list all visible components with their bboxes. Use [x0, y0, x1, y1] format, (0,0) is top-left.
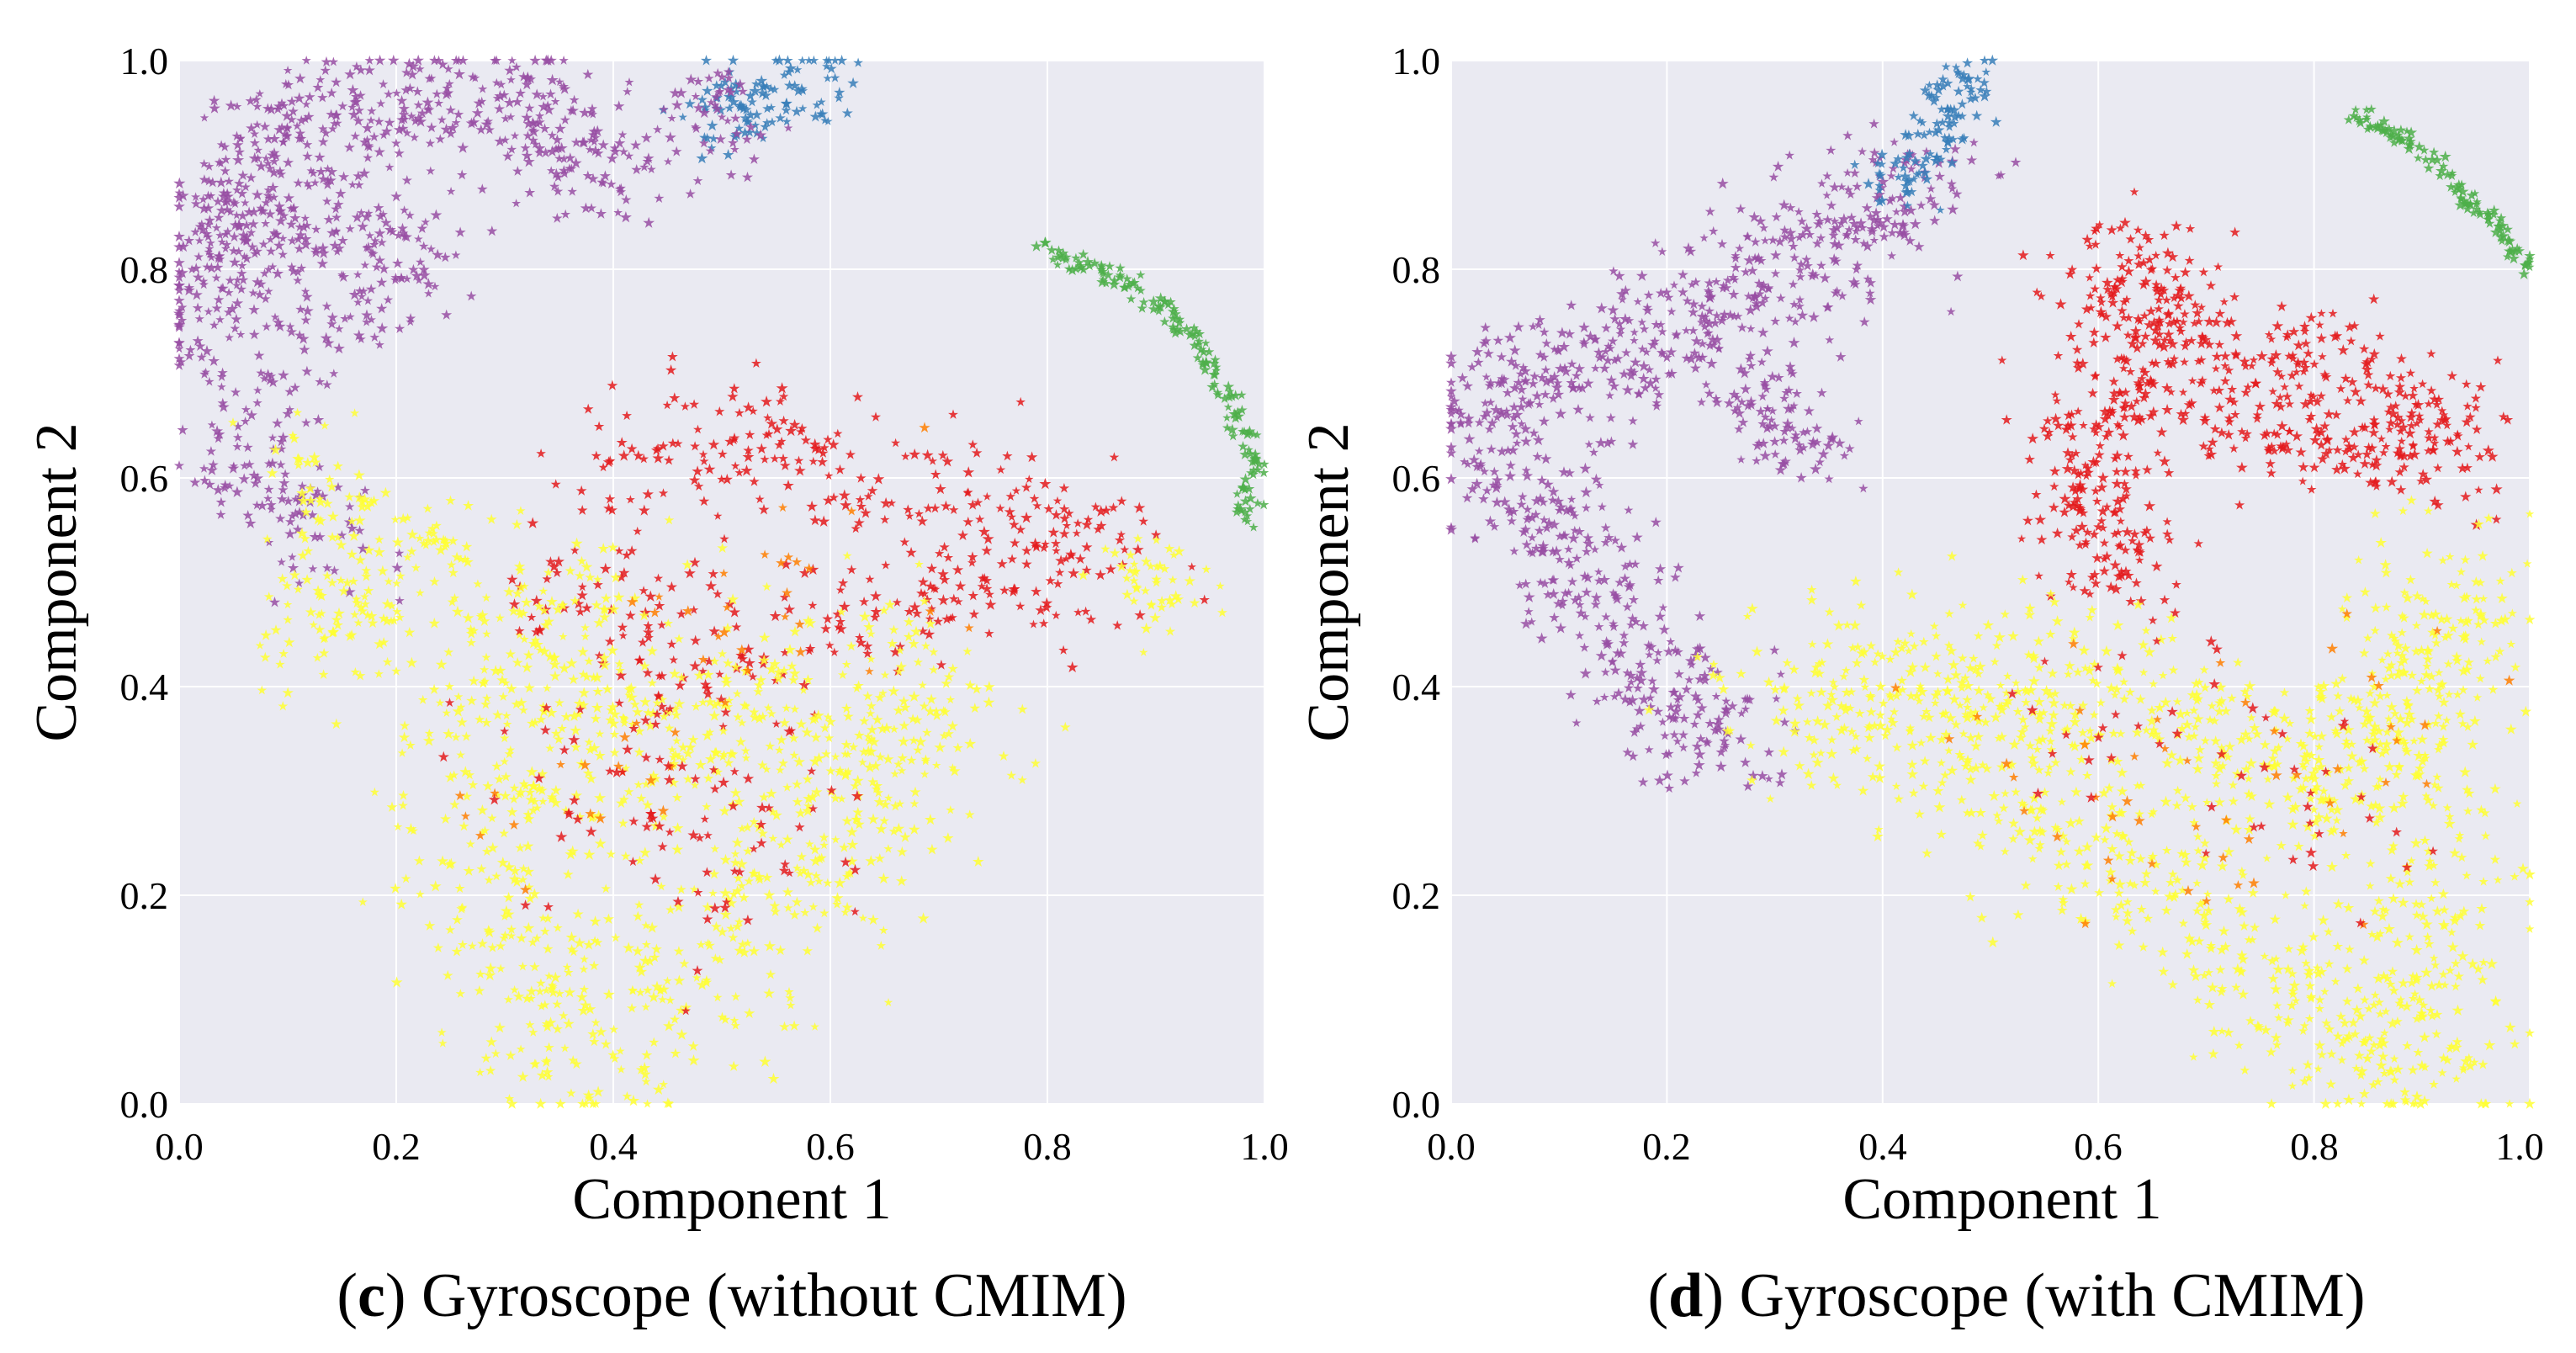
x-tick-label: 1.0: [1240, 1125, 1289, 1168]
x-axis-title-c: Component 1: [572, 1167, 891, 1232]
x-tick-label: 0.6: [806, 1125, 855, 1168]
caption-text-c: Gyroscope (without CMIM): [421, 1261, 1127, 1330]
panel-c: 0.0 0.2 0.4 0.6 0.8 1.0 0.0 0.2 0.4 0.6 …: [24, 40, 1289, 1330]
panel-d: 0.0 0.2 0.4 0.6 0.8 1.0 0.0 0.2 0.4 0.6 …: [1296, 40, 2544, 1330]
x-tick-label: 0.4: [589, 1125, 638, 1168]
plot-area-d: [1451, 61, 2530, 1104]
caption-c: (c) Gyroscope (without CMIM): [337, 1261, 1126, 1330]
y-tick-labels-c: 0.0 0.2 0.4 0.6 0.8 1.0: [120, 40, 169, 1126]
y-tick-label: 1.0: [120, 40, 169, 82]
x-tick-label: 0.2: [372, 1125, 421, 1168]
caption-letter-c: c: [358, 1261, 385, 1330]
y-tick-label: 0.0: [120, 1083, 169, 1126]
x-tick-label: 0.8: [1023, 1125, 1072, 1168]
y-tick-label: 0.2: [120, 874, 169, 917]
y-axis-title-c: Component 2: [24, 422, 89, 741]
y-tick-label: 0.8: [120, 248, 169, 291]
x-tick-labels-c: 0.0 0.2 0.4 0.6 0.8 1.0: [155, 1125, 1289, 1168]
y-tick-label: 0.6: [120, 457, 169, 500]
x-tick-label: 0.0: [155, 1125, 204, 1168]
y-tick-label: 0.4: [120, 666, 169, 708]
